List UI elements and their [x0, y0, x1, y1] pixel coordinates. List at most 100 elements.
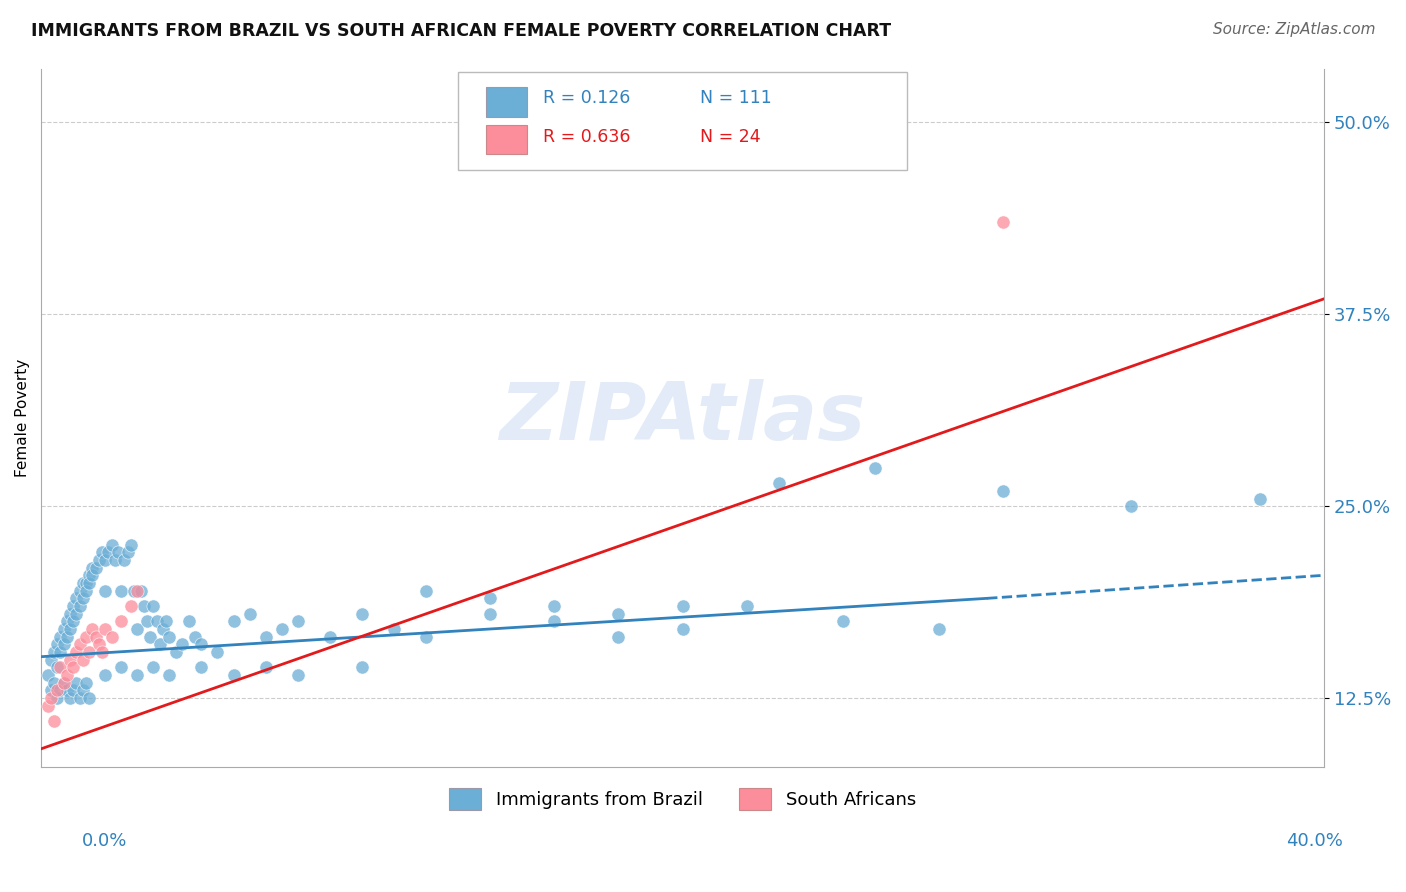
Point [114, 553, 136, 567]
Point [55, 615, 77, 629]
Point [69, 599, 91, 613]
Point [87, 637, 110, 651]
Point [52, 675, 75, 690]
Point [350, 607, 373, 621]
Point [37, 698, 59, 713]
FancyBboxPatch shape [486, 87, 527, 117]
Point [110, 583, 132, 598]
Point [84, 560, 107, 574]
Point [254, 630, 277, 644]
Point [65, 645, 87, 659]
Point [287, 668, 309, 682]
Point [65, 607, 87, 621]
Point [42, 675, 65, 690]
Point [127, 583, 149, 598]
Point [75, 576, 97, 591]
Text: N = 111: N = 111 [700, 89, 772, 107]
Point [91, 645, 114, 659]
Point [928, 622, 950, 636]
Point [62, 683, 84, 698]
Point [382, 622, 405, 636]
Point [55, 668, 77, 682]
Point [77, 691, 100, 706]
Point [69, 691, 91, 706]
Point [72, 683, 94, 698]
Point [543, 615, 565, 629]
Point [82, 622, 104, 636]
Text: ZIPAtlas: ZIPAtlas [499, 379, 866, 457]
Point [145, 615, 167, 629]
Point [49, 630, 72, 644]
Point [415, 630, 437, 644]
Point [59, 691, 82, 706]
Point [120, 538, 142, 552]
Point [254, 660, 277, 674]
Point [94, 553, 117, 567]
Text: IMMIGRANTS FROM BRAZIL VS SOUTH AFRICAN FEMALE POVERTY CORRELATION CHART: IMMIGRANTS FROM BRAZIL VS SOUTH AFRICAN … [31, 22, 891, 40]
Point [735, 599, 758, 613]
Point [87, 553, 110, 567]
Point [607, 607, 630, 621]
Text: Source: ZipAtlas.com: Source: ZipAtlas.com [1212, 22, 1375, 37]
Point [152, 622, 174, 636]
Point [59, 622, 82, 636]
Point [671, 599, 693, 613]
Text: 0.0%: 0.0% [82, 831, 127, 849]
Text: N = 24: N = 24 [700, 128, 761, 146]
Point [62, 660, 84, 674]
Point [65, 675, 87, 690]
Point [104, 553, 127, 567]
Point [69, 583, 91, 598]
Point [157, 630, 180, 644]
Point [39, 683, 62, 698]
Point [94, 622, 117, 636]
Point [117, 545, 139, 559]
Point [100, 538, 122, 552]
Point [831, 615, 853, 629]
Point [768, 476, 790, 491]
Point [543, 599, 565, 613]
Point [127, 622, 149, 636]
Point [75, 583, 97, 598]
Point [39, 653, 62, 667]
Point [65, 591, 87, 606]
Point [1249, 491, 1271, 506]
Text: R = 0.126: R = 0.126 [543, 89, 630, 107]
Y-axis label: Female Poverty: Female Poverty [15, 359, 30, 477]
Point [270, 622, 292, 636]
Point [110, 660, 132, 674]
Point [132, 599, 155, 613]
Point [91, 545, 114, 559]
Point [607, 630, 630, 644]
Point [222, 668, 245, 682]
Point [993, 483, 1015, 498]
Point [55, 630, 77, 644]
Point [42, 645, 65, 659]
Point [75, 675, 97, 690]
Text: 40.0%: 40.0% [1286, 831, 1343, 849]
Point [72, 576, 94, 591]
Point [110, 615, 132, 629]
Point [142, 660, 165, 674]
Point [39, 691, 62, 706]
Point [62, 599, 84, 613]
Point [84, 630, 107, 644]
Point [82, 560, 104, 574]
Point [350, 660, 373, 674]
Point [49, 660, 72, 674]
Point [37, 668, 59, 682]
Point [157, 668, 180, 682]
Point [479, 607, 502, 621]
Point [863, 460, 886, 475]
Point [107, 545, 129, 559]
Point [184, 630, 207, 644]
Point [120, 599, 142, 613]
Point [94, 583, 117, 598]
Text: R = 0.636: R = 0.636 [543, 128, 630, 146]
Point [82, 568, 104, 582]
Point [59, 607, 82, 621]
Point [46, 683, 69, 698]
Point [479, 591, 502, 606]
Point [72, 653, 94, 667]
Point [69, 637, 91, 651]
